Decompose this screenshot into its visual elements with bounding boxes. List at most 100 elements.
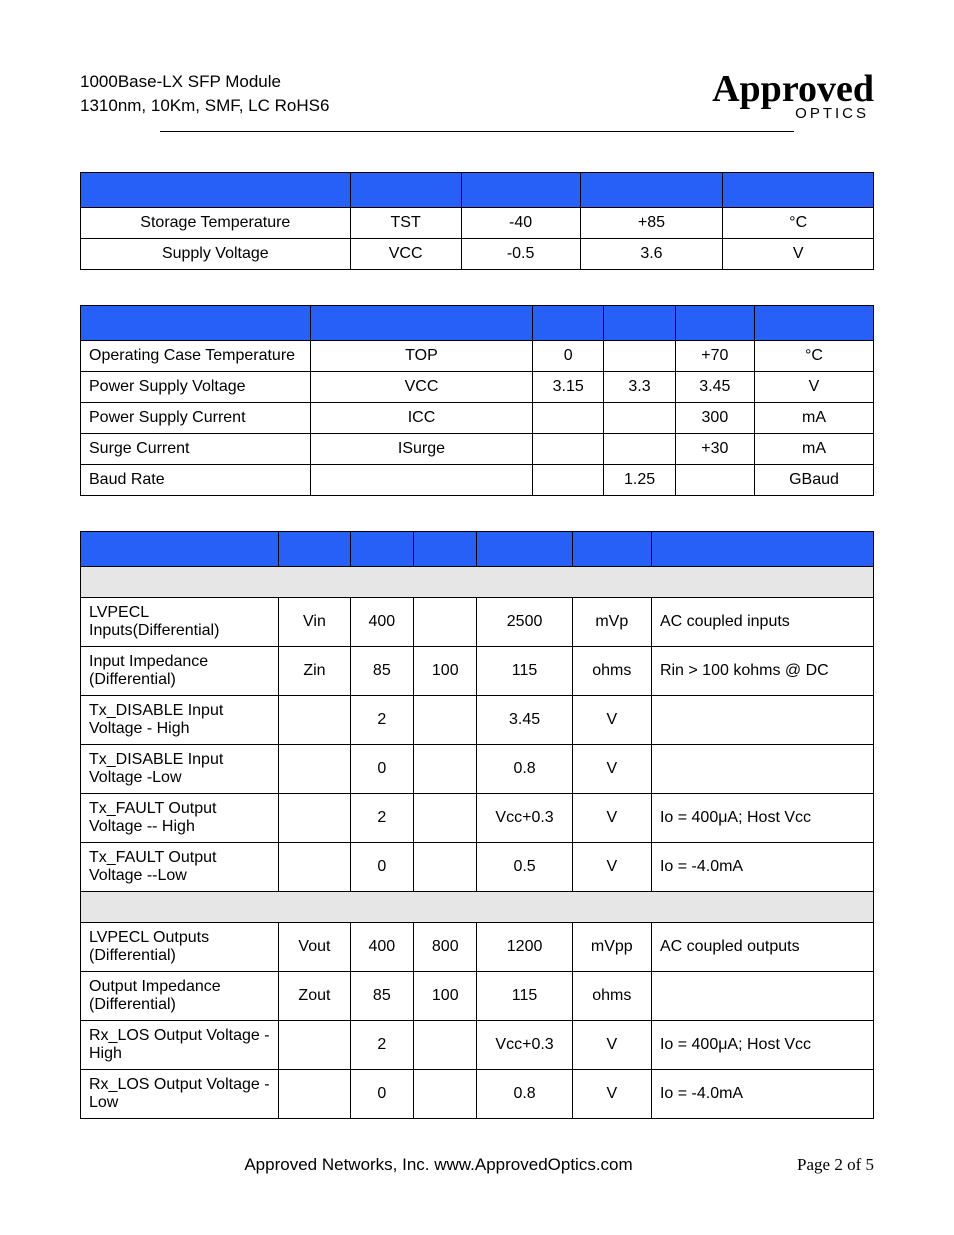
- table-row: Tx_DISABLE Input Voltage -Low00.8V: [81, 745, 874, 794]
- table-cell: [675, 465, 754, 496]
- table-cell: [533, 465, 604, 496]
- table-cell: [414, 794, 477, 843]
- table-cell: Io = 400μA; Host Vcc: [651, 794, 873, 843]
- table-cell: +85: [580, 208, 723, 239]
- table-cell: [310, 465, 532, 496]
- table-cell: 400: [350, 598, 413, 647]
- table-cell: Power Supply Voltage: [81, 372, 311, 403]
- table-row: Input Impedance (Differential)Zin8510011…: [81, 647, 874, 696]
- table-row: Operating Case TemperatureTOP0+70°C: [81, 341, 874, 372]
- table-operating: Operating Case TemperatureTOP0+70°CPower…: [80, 305, 874, 496]
- table-cell: V: [572, 843, 651, 892]
- table-row: Supply VoltageVCC-0.53.6V: [81, 239, 874, 270]
- table-cell: [279, 1070, 350, 1119]
- table-cell: [279, 1021, 350, 1070]
- table-cell: Tx_DISABLE Input Voltage -Low: [81, 745, 279, 794]
- table-cell: 2: [350, 1021, 413, 1070]
- table-cell: mA: [755, 403, 874, 434]
- table-cell: ISurge: [310, 434, 532, 465]
- table-cell: 0: [350, 1070, 413, 1119]
- table-cell: 300: [675, 403, 754, 434]
- table-row: [81, 173, 874, 208]
- footer: Approved Networks, Inc. www.ApprovedOpti…: [80, 1155, 874, 1175]
- table-cell: [604, 434, 675, 465]
- table-cell: mVpp: [572, 923, 651, 972]
- table-row: Power Supply VoltageVCC3.153.33.45V: [81, 372, 874, 403]
- table-cell: 0.8: [477, 745, 572, 794]
- table-cell: [414, 843, 477, 892]
- table-cell: 3.15: [533, 372, 604, 403]
- table-row: [81, 567, 874, 598]
- table-cell: +30: [675, 434, 754, 465]
- table-cell: Tx_FAULT Output Voltage -- High: [81, 794, 279, 843]
- table-cell: Rx_LOS Output Voltage - High: [81, 1021, 279, 1070]
- table-cell: 85: [350, 647, 413, 696]
- table-cell: VCC: [310, 372, 532, 403]
- table-cell: [533, 434, 604, 465]
- table-cell: mVp: [572, 598, 651, 647]
- table-row: [81, 306, 874, 341]
- table-cell: ICC: [310, 403, 532, 434]
- table-cell: [651, 745, 873, 794]
- logo-main: Approved: [712, 70, 874, 108]
- table-cell: Baud Rate: [81, 465, 311, 496]
- table-cell: Io = -4.0mA: [651, 843, 873, 892]
- table-cell: ohms: [572, 647, 651, 696]
- table-cell: 3.45: [477, 696, 572, 745]
- table-cell: V: [572, 1021, 651, 1070]
- table-cell: AC coupled inputs: [651, 598, 873, 647]
- table-row: Power Supply CurrentICC 300mA: [81, 403, 874, 434]
- table-cell: V: [572, 794, 651, 843]
- table-cell: V: [723, 239, 874, 270]
- table-cell: [414, 1070, 477, 1119]
- table-cell: [533, 403, 604, 434]
- table-cell: 0: [350, 843, 413, 892]
- table-cell: Input Impedance (Differential): [81, 647, 279, 696]
- table-row: Tx_FAULT Output Voltage -- High2Vcc+0.3V…: [81, 794, 874, 843]
- logo: Approved OPTICS: [712, 70, 874, 121]
- table-cell: Power Supply Current: [81, 403, 311, 434]
- table-cell: Vin: [279, 598, 350, 647]
- table-cell: [604, 403, 675, 434]
- page: 1000Base-LX SFP Module 1310nm, 10Km, SMF…: [0, 0, 954, 1235]
- table-cell: V: [572, 696, 651, 745]
- table-cell: 2500: [477, 598, 572, 647]
- table-cell: Supply Voltage: [81, 239, 351, 270]
- table-cell: V: [572, 745, 651, 794]
- table-cell: 0.8: [477, 1070, 572, 1119]
- table-cell: mA: [755, 434, 874, 465]
- table-cell: Vout: [279, 923, 350, 972]
- table-cell: [279, 843, 350, 892]
- table-cell: V: [755, 372, 874, 403]
- table-cell: Rx_LOS Output Voltage -Low: [81, 1070, 279, 1119]
- table-cell: 400: [350, 923, 413, 972]
- t3-body-b: LVPECL Outputs (Differential)Vout4008001…: [81, 923, 874, 1119]
- table-row: LVPECL Inputs(Differential)Vin4002500mVp…: [81, 598, 874, 647]
- table-cell: 100: [414, 972, 477, 1021]
- footer-left: Approved Networks, Inc. www.ApprovedOpti…: [80, 1155, 797, 1175]
- table-cell: V: [572, 1070, 651, 1119]
- table-row: [81, 532, 874, 567]
- table-cell: 85: [350, 972, 413, 1021]
- table-cell: Tx_DISABLE Input Voltage - High: [81, 696, 279, 745]
- table-cell: °C: [755, 341, 874, 372]
- table-cell: 3.3: [604, 372, 675, 403]
- table-row: Storage TemperatureTST-40+85°C: [81, 208, 874, 239]
- header-text: 1000Base-LX SFP Module 1310nm, 10Km, SMF…: [80, 70, 329, 118]
- table-cell: -40: [461, 208, 580, 239]
- table-cell: [279, 794, 350, 843]
- table-cell: [414, 745, 477, 794]
- table-storage: Storage TemperatureTST-40+85°CSupply Vol…: [80, 172, 874, 270]
- table-cell: [604, 341, 675, 372]
- table-cell: Operating Case Temperature: [81, 341, 311, 372]
- table-cell: GBaud: [755, 465, 874, 496]
- table-electrical: LVPECL Inputs(Differential)Vin4002500mVp…: [80, 531, 874, 1119]
- table-row: Tx_DISABLE Input Voltage - High23.45V: [81, 696, 874, 745]
- table-cell: [414, 1021, 477, 1070]
- table-row: Rx_LOS Output Voltage - High2Vcc+0.3VIo …: [81, 1021, 874, 1070]
- table-row: [81, 892, 874, 923]
- t2-body: Operating Case TemperatureTOP0+70°CPower…: [81, 341, 874, 496]
- t3-body-a: LVPECL Inputs(Differential)Vin4002500mVp…: [81, 598, 874, 892]
- table-cell: -0.5: [461, 239, 580, 270]
- table-cell: 800: [414, 923, 477, 972]
